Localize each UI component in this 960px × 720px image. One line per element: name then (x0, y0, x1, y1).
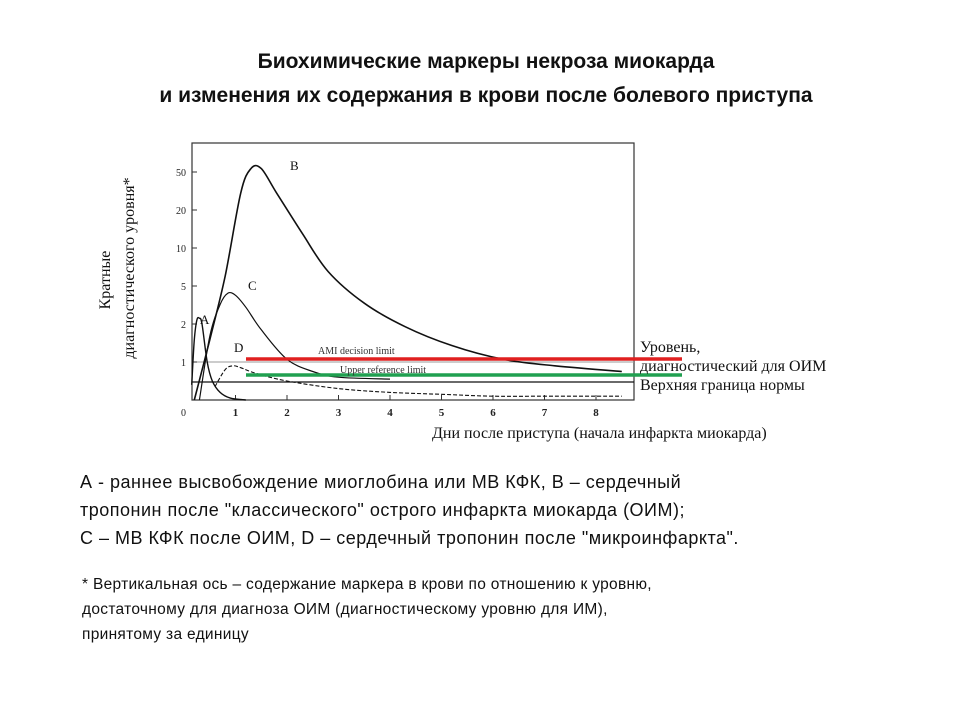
series-line-A (191, 316, 246, 401)
page-subtitle: и изменения их содержания в крови после … (159, 84, 813, 107)
series-line-B (193, 164, 622, 401)
series-label-C: C (248, 278, 257, 293)
red-line-annotation-1: Уровень, (640, 339, 700, 356)
series-label-D: D (234, 340, 243, 355)
plot-frame (191, 142, 635, 401)
y-tick-label-10: 10 (176, 244, 186, 255)
page-title: Биохимические маркеры некроза миокарда (257, 50, 715, 73)
x-tick-label-4: 4 (387, 407, 393, 419)
ami-decision-limit-label: AMI decision limit (318, 346, 395, 357)
x-tick-label-3: 3 (336, 407, 342, 419)
y-axis-label-2: диагностического уровня* (121, 177, 138, 358)
y-tick-label-20: 20 (176, 206, 186, 217)
y-tick-label-50: 50 (176, 168, 186, 179)
y-tick-label-2: 2 (181, 320, 186, 331)
y-tick-label-0: 0 (181, 408, 186, 419)
x-tick-label-1: 1 (233, 407, 239, 419)
upper-reference-limit-label: Upper reference limit (340, 365, 426, 376)
y-axis-label-1: Кратные (97, 251, 114, 310)
x-tick-label-5: 5 (439, 407, 445, 419)
y-tick-label-5: 5 (181, 282, 186, 293)
series-label-A: A (200, 312, 210, 327)
note-line-2: достаточному для диагноза ОИМ (диагности… (82, 601, 608, 618)
caption-line-2: тропонин после "классического" острого и… (80, 500, 685, 520)
x-tick-label-7: 7 (542, 407, 548, 419)
series-line-D (214, 365, 622, 397)
x-tick-label-2: 2 (284, 407, 290, 419)
x-tick-label-8: 8 (593, 407, 599, 419)
y-tick-label-1: 1 (181, 358, 186, 369)
note-line-1: * Вертикальная ось – содержание маркера … (82, 576, 652, 593)
x-tick-label-6: 6 (490, 407, 496, 419)
red-line-annotation-2: диагностический для ОИМ (640, 358, 826, 375)
green-line-annotation: Верхняя граница нормы (640, 377, 805, 394)
note-line-3: принятому за единицу (82, 626, 249, 643)
caption-line-3: С – МВ КФК после ОИМ, D – сердечный троп… (80, 528, 739, 548)
x-axis-label: Дни после приступа (начала инфаркта миок… (432, 425, 767, 442)
caption-line-1: А - раннее высвобождение миоглобина или … (80, 472, 682, 492)
series-label-B: B (290, 158, 299, 173)
